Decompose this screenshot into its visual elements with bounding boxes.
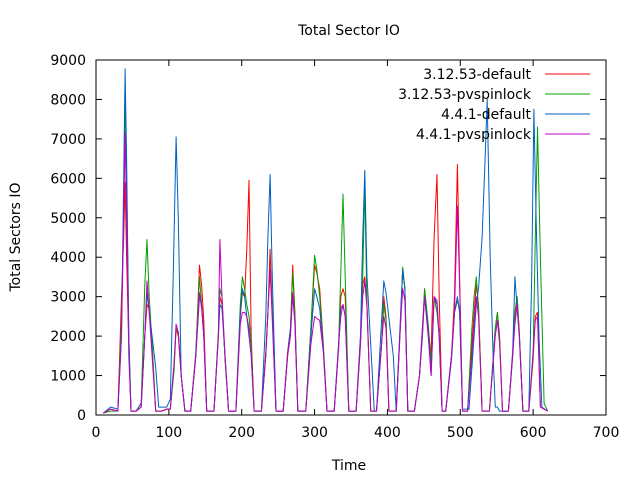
y-tick-label: 3000: [50, 290, 86, 306]
y-tick-label: 4000: [50, 250, 86, 266]
legend-label: 4.4.1-pvspinlock: [416, 127, 532, 143]
y-tick-label: 1000: [50, 369, 86, 385]
y-tick-label: 5000: [50, 211, 86, 227]
x-tick-label: 600: [520, 425, 547, 441]
legend-label: 3.12.53-pvspinlock: [398, 87, 532, 103]
y-axis-label: Total Sectors IO: [8, 182, 24, 292]
legend-label: 4.4.1-default: [441, 107, 531, 123]
axis-ticks: 0 100 200 300 400 500 600 700010002000300040005…: [50, 53, 619, 441]
x-tick-label: 200: [228, 425, 255, 441]
legend-label: 3.12.53-default: [423, 67, 531, 83]
y-tick-label: 8000: [50, 92, 86, 108]
y-tick-label: 2000: [50, 329, 86, 345]
series-layer: [102, 68, 549, 414]
y-tick-label: 7000: [50, 132, 86, 148]
series-line-3: [103, 132, 548, 414]
x-tick-label: 500: [447, 425, 474, 441]
x-axis-label: Time: [331, 458, 366, 474]
x-tick-label: 100: [155, 425, 182, 441]
legend: 3.12.53-default 3.12.53-pvspinlock 4.4.1-d…: [398, 67, 590, 143]
x-tick-label: 400: [374, 425, 401, 441]
plot-frame: [95, 59, 607, 416]
chart-title: Total Sector IO: [297, 23, 400, 39]
y-tick-label: 9000: [50, 53, 86, 69]
y-tick-label: 0: [77, 408, 86, 424]
y-tick-label: 6000: [50, 171, 86, 187]
x-tick-label: 300: [301, 425, 328, 441]
x-tick-label: 0: [92, 425, 101, 441]
x-tick-label: 700: [593, 425, 620, 441]
